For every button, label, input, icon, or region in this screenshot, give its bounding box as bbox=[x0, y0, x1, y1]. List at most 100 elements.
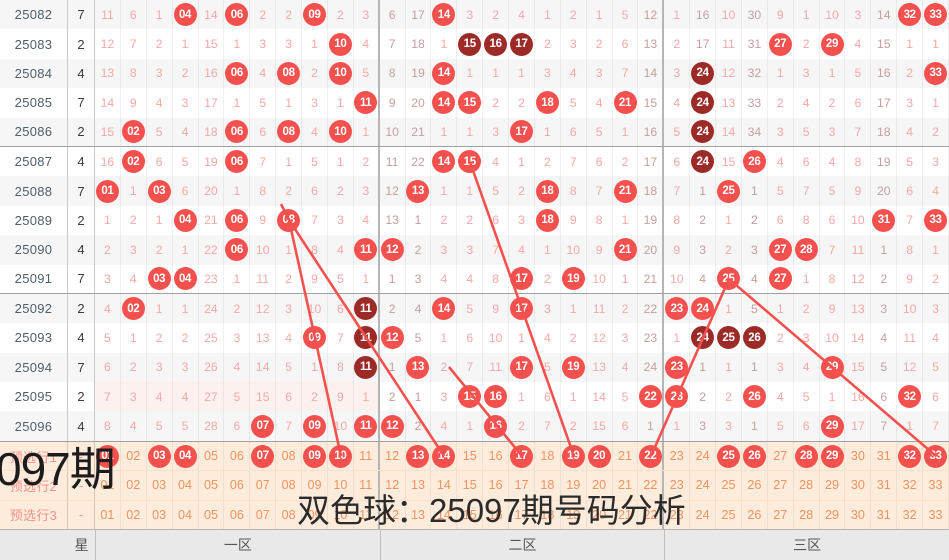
number-cell: 33 bbox=[923, 500, 949, 530]
number-cell: 4 bbox=[457, 264, 484, 293]
number-cell: 1 bbox=[820, 58, 846, 89]
number-cell: 20 bbox=[587, 500, 613, 530]
number-cell: 9 bbox=[302, 264, 328, 293]
number-cell: 04 bbox=[173, 264, 199, 293]
drawn-ball: 03 bbox=[147, 179, 171, 203]
number-cell: 21 bbox=[613, 88, 639, 118]
number-cell: 4 bbox=[509, 0, 535, 30]
number-cell: 33 bbox=[923, 0, 949, 30]
drawn-ball: 15 bbox=[458, 385, 482, 409]
number-cell: 1 bbox=[380, 264, 406, 293]
weekday-star: 7 bbox=[68, 176, 95, 206]
drawn-ball: 14 bbox=[432, 3, 456, 27]
number-cell: 1 bbox=[457, 176, 484, 206]
number-cell: 10 bbox=[250, 235, 277, 265]
number-cell: 4 bbox=[146, 382, 173, 412]
number-cell: 6 bbox=[224, 411, 251, 441]
number-cell: 6 bbox=[794, 146, 820, 177]
number-cell: 18 bbox=[199, 117, 225, 146]
number-cell: 1 bbox=[224, 176, 251, 206]
number-cell: 19 bbox=[561, 352, 587, 383]
number-cell: 1 bbox=[121, 176, 147, 206]
number-cell: 19 bbox=[871, 146, 898, 177]
number-cell: 1 bbox=[431, 323, 458, 353]
number-cell: 10 bbox=[820, 0, 846, 30]
number-cell: 18 bbox=[535, 88, 561, 118]
number-cell: 3 bbox=[664, 58, 691, 89]
number-cell: 26 bbox=[742, 441, 768, 471]
number-cell: 1 bbox=[535, 235, 561, 265]
number-cell: 5 bbox=[820, 176, 846, 206]
selected-ball: 10 bbox=[328, 444, 352, 468]
selected-ball: 19 bbox=[561, 444, 585, 468]
number-cell: 12 bbox=[380, 441, 406, 471]
number-cell: 1 bbox=[638, 411, 665, 441]
number-cell: 20 bbox=[199, 176, 225, 206]
number-cell: 5 bbox=[897, 146, 924, 177]
number-cell: 3 bbox=[923, 293, 949, 324]
number-cell: 4 bbox=[431, 264, 458, 293]
number-cell: 1 bbox=[173, 29, 199, 59]
selection-row-label: 预选行1 bbox=[0, 441, 68, 471]
drawn-ball: 10 bbox=[328, 120, 352, 144]
number-cell: 32 bbox=[897, 0, 924, 30]
number-cell: 03 bbox=[147, 441, 173, 471]
number-cell: 26 bbox=[199, 352, 225, 383]
number-cell: 01 bbox=[95, 471, 121, 500]
period-row: 25096 4 8 4 5 5 28 6 07 7 09 10 11 12 2 4 1 16 2 7 2 15 6 1 1 3 3 1… bbox=[0, 411, 949, 441]
drawn-ball: 06 bbox=[225, 3, 249, 27]
number-cell: 4 bbox=[406, 293, 432, 324]
period-label: 25089 bbox=[0, 205, 68, 236]
number-cell: 3 bbox=[794, 58, 820, 89]
number-cell: 2 bbox=[406, 411, 432, 441]
weekday-star: 2 bbox=[68, 293, 95, 324]
period-label: 25084 bbox=[0, 58, 68, 89]
number-cell: 18 bbox=[871, 117, 898, 146]
period-label: 25094 bbox=[0, 352, 68, 383]
number-cell: 5 bbox=[923, 352, 949, 383]
number-cell: 12 bbox=[638, 0, 665, 30]
number-cell: 29 bbox=[820, 411, 846, 441]
drawn-ball: 22 bbox=[638, 385, 662, 409]
number-cell: 3 bbox=[457, 235, 484, 265]
drawn-ball: 33 bbox=[924, 3, 948, 27]
drawn-ball: 19 bbox=[561, 267, 585, 291]
number-cell: 18 bbox=[535, 441, 561, 471]
number-cell: 1 bbox=[923, 88, 949, 118]
number-cell: 2 bbox=[276, 0, 303, 30]
number-cell: 5 bbox=[664, 117, 691, 146]
number-cell: 3 bbox=[535, 293, 561, 324]
number-cell: 13 bbox=[380, 205, 406, 236]
star-column-header: 星 bbox=[74, 536, 89, 553]
zone-label-2: 二区 bbox=[379, 530, 665, 560]
drawn-ball: 24 bbox=[691, 297, 715, 321]
drawn-ball: 16 bbox=[484, 414, 508, 438]
number-cell: 4 bbox=[561, 58, 587, 89]
number-cell: 1 bbox=[147, 205, 173, 236]
number-cell: 1 bbox=[224, 88, 251, 118]
number-cell: 27 bbox=[768, 441, 794, 471]
number-cell: 09 bbox=[302, 411, 328, 441]
number-cell: 7 bbox=[561, 146, 587, 177]
number-cell: 5 bbox=[147, 411, 173, 441]
number-cell: 4 bbox=[354, 205, 380, 236]
number-cell: 14 bbox=[716, 117, 742, 146]
number-cell: 25 bbox=[716, 323, 742, 353]
number-cell: 32 bbox=[897, 471, 924, 500]
number-cell: 1 bbox=[509, 382, 535, 412]
number-cell: 9 bbox=[587, 235, 613, 265]
number-cell: 5 bbox=[587, 117, 613, 146]
drawn-ball: 10 bbox=[328, 61, 352, 85]
number-cell: 14 bbox=[587, 382, 613, 412]
number-cell: 2 bbox=[431, 352, 458, 383]
number-cell: 31 bbox=[742, 29, 768, 59]
number-cell: 15 bbox=[95, 117, 121, 146]
weekday-star: 7 bbox=[68, 0, 95, 30]
drawn-ball: 26 bbox=[742, 385, 766, 409]
number-cell: 3 bbox=[431, 382, 458, 412]
number-cell: 3 bbox=[120, 382, 147, 412]
drawn-ball: 06 bbox=[225, 208, 249, 232]
number-cell: 5 bbox=[794, 117, 820, 146]
number-cell: 1 bbox=[509, 58, 535, 89]
number-cell: 13 bbox=[406, 500, 432, 530]
